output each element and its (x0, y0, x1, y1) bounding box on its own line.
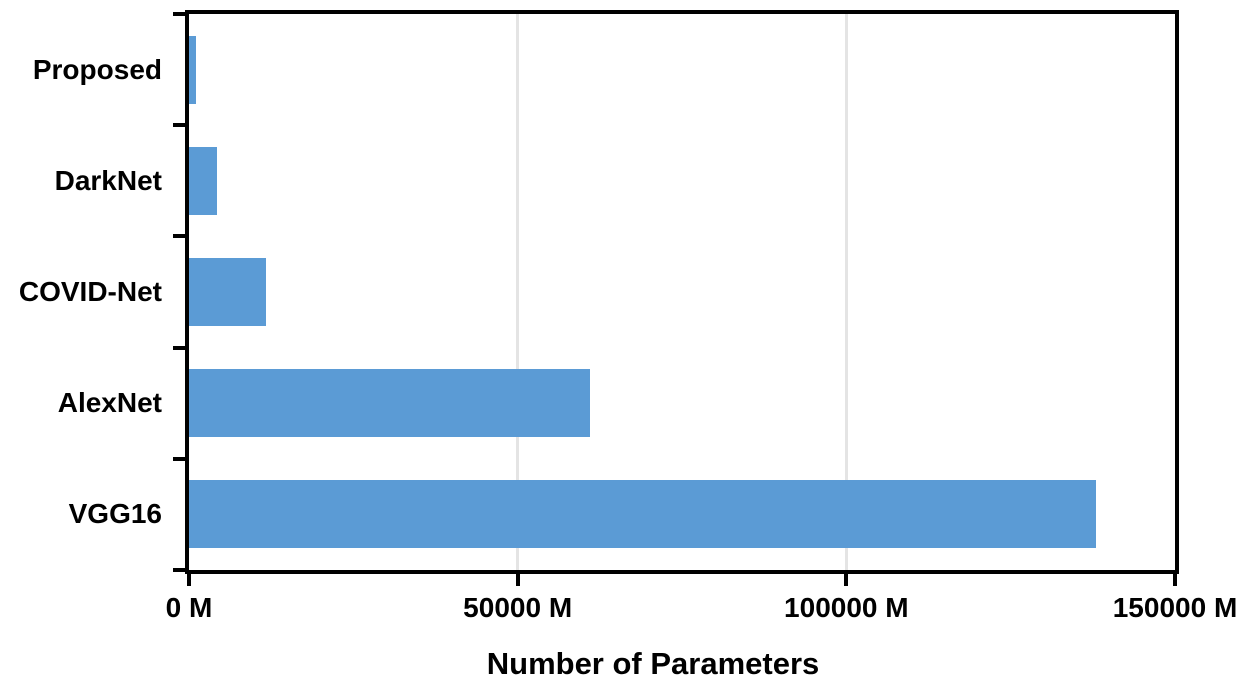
bar-row-vgg16 (189, 459, 1175, 570)
plot-area (173, 10, 1179, 586)
category-label-alexnet: AlexNet (57, 387, 162, 419)
x-axis-tick (844, 574, 849, 586)
bar-covid-net (189, 258, 267, 326)
bar-row-covid-net (189, 236, 1175, 347)
y-axis-tick (173, 123, 185, 128)
y-axis-tick (173, 234, 185, 239)
bar-alexnet (189, 369, 590, 438)
x-tick-label: 100000 M (784, 592, 909, 623)
x-axis-tick (1173, 574, 1177, 586)
x-tick-label: 150000 M (1112, 592, 1238, 623)
y-axis-tick (173, 568, 185, 572)
y-axis-tick (173, 456, 185, 461)
category-label-covid-net: COVID-Net (18, 276, 162, 307)
x-tick-label: 50000 M (463, 592, 573, 623)
bars-layer (189, 14, 1175, 570)
category-label-vgg16: VGG16 (68, 498, 162, 530)
x-tick-label: 0 M (165, 592, 213, 623)
gridline (844, 14, 848, 570)
bar-proposed (189, 35, 197, 104)
category-label-darknet: DarkNet (54, 164, 162, 196)
gridline (516, 14, 520, 570)
bar-row-alexnet (189, 348, 1175, 459)
bar-darknet (189, 146, 217, 215)
category-label-proposed: Proposed (32, 53, 162, 85)
x-axis-title: Number of Parameters (486, 646, 820, 681)
bar-row-proposed (189, 14, 1175, 125)
y-axis-tick (173, 12, 185, 16)
gridlines-layer (189, 14, 1175, 570)
bar-row-darknet (189, 125, 1175, 236)
y-axis-tick (173, 345, 185, 350)
x-axis-tick (515, 574, 520, 586)
bar-vgg16 (189, 480, 1097, 549)
x-axis-tick (187, 574, 191, 586)
